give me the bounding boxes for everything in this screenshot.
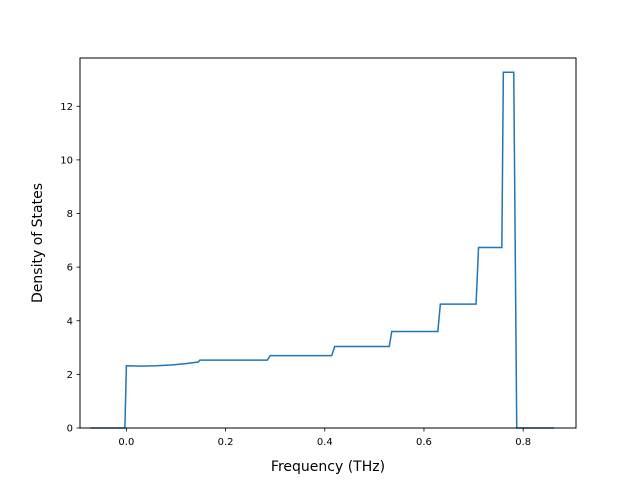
y-tick-label: 10 bbox=[60, 155, 73, 166]
x-tick-label: 0.6 bbox=[416, 437, 432, 448]
x-tick-label: 0.4 bbox=[317, 437, 333, 448]
plot-frame bbox=[79, 57, 577, 429]
series-layer bbox=[90, 71, 554, 429]
y-tick-label: 8 bbox=[67, 209, 73, 220]
x-tick-label: 0.8 bbox=[515, 437, 531, 448]
y-tick-label: 6 bbox=[67, 263, 73, 274]
x-axis-ticks: 0.0 0.2 0.4 0.6 0.8 bbox=[118, 428, 531, 448]
x-tick-label: 0.2 bbox=[218, 437, 234, 448]
x-tick-label: 0.0 bbox=[118, 437, 134, 448]
y-axis-ticks: 0 2 4 6 8 10 12 bbox=[60, 102, 80, 435]
y-tick-label: 2 bbox=[67, 370, 73, 381]
y-tick-label: 0 bbox=[67, 424, 73, 435]
series-line-0 bbox=[90, 71, 554, 429]
y-tick-label: 4 bbox=[67, 316, 73, 327]
y-axis-label: Density of States bbox=[30, 183, 46, 303]
x-axis-label: Frequency (THz) bbox=[271, 459, 385, 475]
y-tick-label: 12 bbox=[60, 102, 73, 113]
